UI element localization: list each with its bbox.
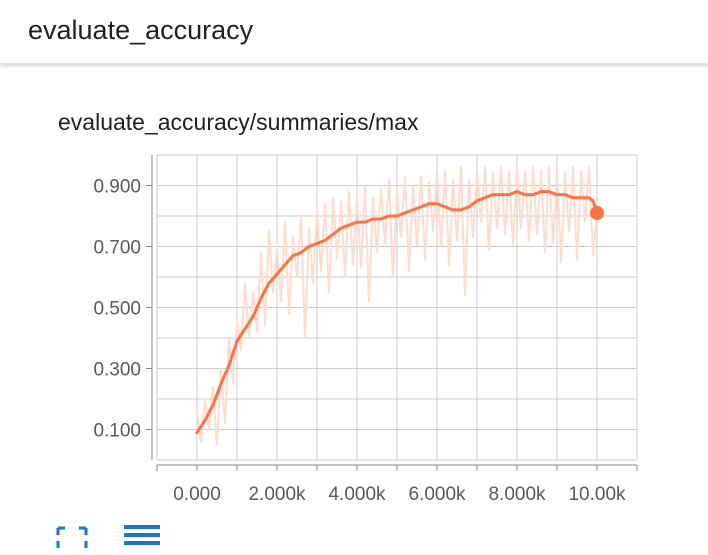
x-tick-label: 8.000k <box>488 484 546 505</box>
series-end-marker <box>590 205 604 220</box>
menu-lines-icon <box>124 525 160 545</box>
data-toggle-button[interactable] <box>122 522 162 550</box>
y-tick-label: 0.300 <box>93 360 141 381</box>
y-tick-label: 0.500 <box>93 299 141 320</box>
x-tick-label: 0.000 <box>173 484 221 505</box>
raw-series <box>196 166 598 446</box>
fullscreen-icon <box>56 526 88 548</box>
raw-series-line <box>196 166 598 446</box>
y-tick-label: 0.900 <box>93 177 141 198</box>
y-tick-label: 0.100 <box>93 421 141 442</box>
chart-title: evaluate_accuracy/summaries/max <box>58 109 419 135</box>
smoothed-series-line <box>195 190 599 435</box>
x-tick-label: 6.000k <box>408 484 466 505</box>
y-tick-label: 0.700 <box>93 238 141 259</box>
smoothed-series <box>195 190 604 435</box>
scalar-chart[interactable]: 0.100 0.300 0.500 0.700 0.900 0.000 2.000k 4.00… <box>0 140 708 510</box>
app-header: evaluate_accuracy <box>0 0 708 64</box>
x-tick-label: 4.000k <box>328 484 386 505</box>
x-tick-label: 10.00k <box>568 484 626 505</box>
header-title: evaluate_accuracy <box>28 15 254 45</box>
x-tick-label: 2.000k <box>248 484 306 505</box>
axes: 0.100 0.300 0.500 0.700 0.900 0.000 2.000k 4.00… <box>93 155 638 505</box>
fullscreen-button[interactable] <box>56 526 88 550</box>
